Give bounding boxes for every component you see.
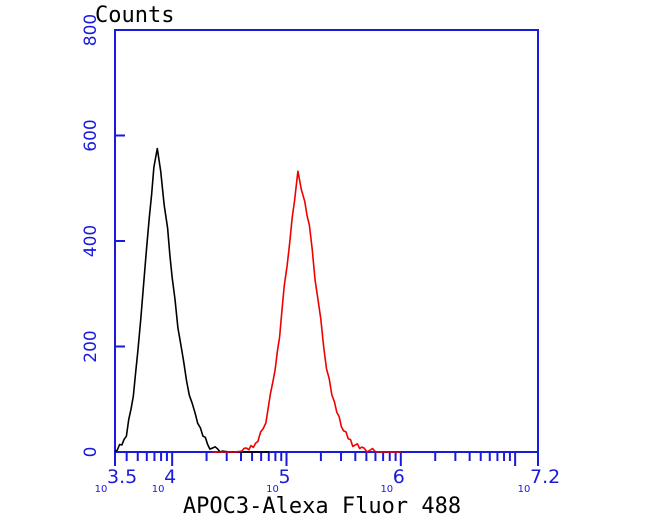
x-tick-exponent: 6 (393, 466, 405, 488)
histogram-series-0 (114, 147, 270, 453)
x-tick-base: 10 (266, 484, 279, 495)
x-tick-exponent: 4 (164, 466, 176, 488)
y-axis-title: Counts (95, 3, 174, 28)
x-tick-exponent: 7.2 (530, 466, 560, 488)
x-tick-label: 106 (380, 466, 404, 495)
x-tick-base: 10 (95, 484, 108, 495)
y-tick-label: 800 (81, 14, 101, 46)
y-tick-label: 0 (81, 447, 101, 458)
x-tick-label: 104 (152, 466, 176, 495)
x-tick-base: 10 (518, 484, 531, 495)
x-tick-label: 105 (266, 466, 290, 495)
x-tick-base: 10 (152, 484, 165, 495)
y-tick-label: 600 (81, 119, 101, 151)
plot-frame (114, 29, 539, 453)
histogram-series-1 (212, 170, 401, 453)
series-layer (114, 147, 401, 453)
x-tick-label: 103.5 (95, 466, 138, 495)
y-axis: 0 200 400 600 800 (81, 14, 125, 458)
y-tick-label: 400 (81, 225, 101, 257)
x-tick-exponent: 3.5 (107, 466, 137, 488)
x-tick-label: 107.2 (518, 466, 561, 495)
y-tick-label: 200 (81, 330, 101, 362)
x-tick-exponent: 5 (278, 466, 290, 488)
x-axis-title: APOC3-Alexa Fluor 488 (183, 494, 461, 519)
x-tick-base: 10 (380, 484, 393, 495)
